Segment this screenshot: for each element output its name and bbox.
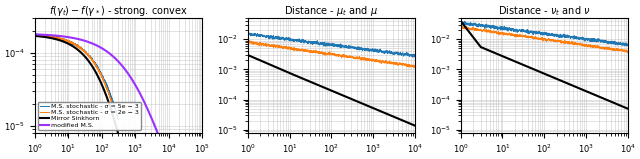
M.S. stochastic - σ = 5e − 3 — [31, 34, 39, 36]
M.S. stochastic - σ = 2e − 3 — [99, 77, 107, 79]
M.S. stochastic - σ = 5e − 3 — [33, 33, 40, 35]
Mirror Sinkhorn — [47, 37, 55, 39]
M.S. stochastic - σ = 2e − 3 — [49, 37, 56, 38]
modified M.S. — [102, 50, 110, 52]
Line: Mirror Sinkhorn: Mirror Sinkhorn — [35, 36, 129, 159]
Mirror Sinkhorn — [91, 70, 99, 72]
Mirror Sinkhorn — [93, 73, 100, 75]
M.S. stochastic - σ = 2e − 3 — [56, 38, 63, 40]
M.S. stochastic - σ = 5e − 3 — [72, 43, 79, 45]
modified M.S. — [31, 33, 39, 35]
Mirror Sinkhorn — [65, 43, 73, 45]
M.S. stochastic - σ = 5e − 3 — [51, 37, 59, 39]
Title: Distance - $\nu_t$ and $\nu$: Distance - $\nu_t$ and $\nu$ — [498, 4, 591, 18]
M.S. stochastic - σ = 5e − 3 — [115, 119, 122, 121]
M.S. stochastic - σ = 2e − 3 — [33, 35, 40, 36]
Line: M.S. stochastic - σ = 2e − 3: M.S. stochastic - σ = 2e − 3 — [35, 35, 112, 104]
M.S. stochastic - σ = 2e − 3 — [31, 34, 39, 36]
Legend: M.S. stochastic - σ = 5e − 3, M.S. stochastic - σ = 2e − 3, Mirror Sinkhorn, mod: M.S. stochastic - σ = 5e − 3, M.S. stoch… — [38, 102, 141, 130]
M.S. stochastic - σ = 5e − 3 — [115, 118, 122, 120]
Line: modified M.S.: modified M.S. — [35, 34, 202, 159]
M.S. stochastic - σ = 5e − 3 — [86, 55, 93, 57]
Mirror Sinkhorn — [31, 35, 39, 37]
Line: M.S. stochastic - σ = 5e − 3: M.S. stochastic - σ = 5e − 3 — [35, 34, 118, 120]
M.S. stochastic - σ = 2e − 3 — [108, 103, 116, 105]
Mirror Sinkhorn — [115, 133, 122, 135]
modified M.S. — [95, 46, 103, 48]
M.S. stochastic - σ = 5e − 3 — [74, 45, 81, 47]
Mirror Sinkhorn — [85, 60, 93, 62]
M.S. stochastic - σ = 5e − 3 — [95, 69, 103, 71]
modified M.S. — [60, 36, 68, 38]
Title: Distance - $\mu_t$ and $\mu$: Distance - $\mu_t$ and $\mu$ — [284, 4, 378, 18]
M.S. stochastic - σ = 2e − 3 — [35, 34, 42, 36]
M.S. stochastic - σ = 5e − 3 — [72, 43, 80, 45]
modified M.S. — [50, 35, 58, 36]
M.S. stochastic - σ = 2e − 3 — [50, 37, 58, 39]
M.S. stochastic - σ = 2e − 3 — [95, 70, 103, 72]
Title: $f(\gamma_t) - f(\gamma_*)$ - strong. convex: $f(\gamma_t) - f(\gamma_*)$ - strong. co… — [49, 4, 188, 18]
